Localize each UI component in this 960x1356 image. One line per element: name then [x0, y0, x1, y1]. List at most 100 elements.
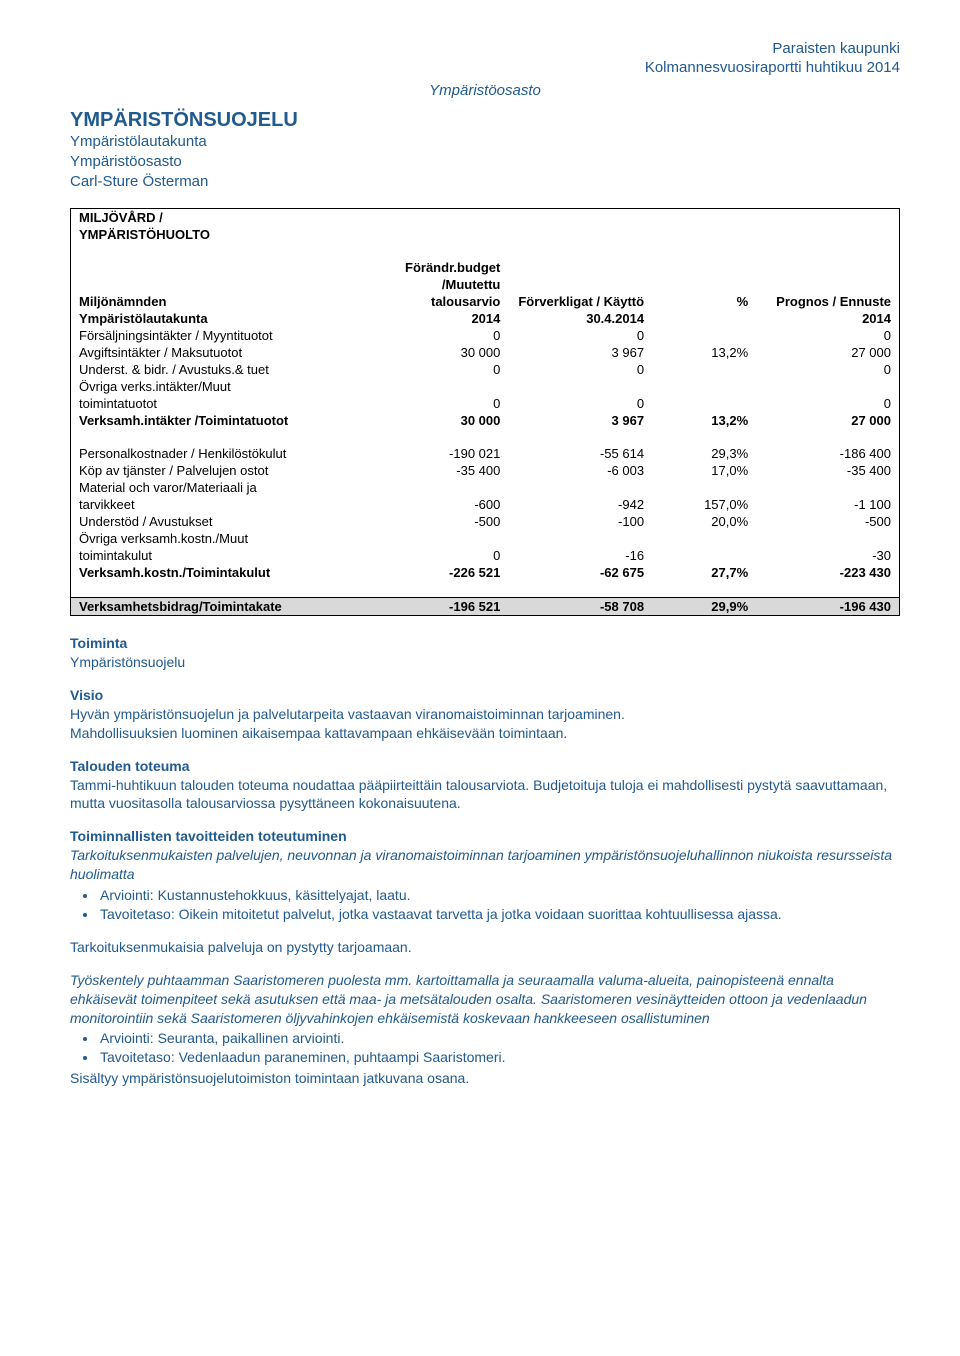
table-cell: -30: [756, 547, 899, 564]
table-cell: [756, 378, 899, 395]
list-item: Tavoitetaso: Vedenlaadun paraneminen, pu…: [98, 1048, 900, 1067]
p-italic2: Työskentely puhtaamman Saaristomeren puo…: [70, 971, 900, 1028]
total-top-c3: 13,2%: [652, 412, 756, 429]
table-cell: toimintatuotot: [71, 395, 364, 412]
table-cell: [652, 530, 756, 547]
p-visio1: Hyvän ympäristönsuojelun ja palvelutarpe…: [70, 705, 900, 724]
table-cell: -1 100: [756, 496, 899, 513]
table-cell: 0: [364, 395, 509, 412]
p-visio2: Mahdollisuuksien luominen aikaisempaa ka…: [70, 724, 900, 743]
table-header-row1: Förändr.budget: [71, 259, 899, 276]
heading-visio: Visio: [70, 686, 900, 705]
heading-toiminnallisten: Toiminnallisten tavoitteiden toteutumine…: [70, 827, 900, 846]
total-top-c1: 30 000: [364, 412, 509, 429]
table-cell: -35 400: [756, 462, 899, 479]
table-cell: [364, 378, 509, 395]
table-cell: -942: [508, 496, 652, 513]
heading-toiminta: Toiminta: [70, 634, 900, 653]
col1-header-b: Ympäristölautakunta: [71, 310, 364, 327]
p-tarjo: Tarkoituksenmukaisia palveluja on pystyt…: [70, 938, 900, 957]
table-cell: Köp av tjänster / Palvelujen ostot: [71, 462, 364, 479]
table-cell: -186 400: [756, 445, 899, 462]
summary-label: Verksamhetsbidrag/Toimintakate: [71, 598, 364, 616]
col5-header-a: Prognos / Ennuste: [756, 293, 899, 310]
table-cell: -600: [364, 496, 509, 513]
table-cell: 0: [508, 361, 652, 378]
table-cell: 0: [756, 361, 899, 378]
table-cell: 0: [508, 327, 652, 344]
table-cell: [652, 327, 756, 344]
table-section-title-row2: YMPÄRISTÖHUOLTO: [71, 226, 899, 243]
table-header-row3: Miljönämnden talousarvio Förverkligat / …: [71, 293, 899, 310]
table-cell: Försäljningsintäkter / Myyntituotot: [71, 327, 364, 344]
table-cell: [508, 479, 652, 496]
table-row: Köp av tjänster / Palvelujen ostot -35 40…: [71, 462, 899, 479]
table-cell: -55 614: [508, 445, 652, 462]
p-toiminta: Ympäristönsuojelu: [70, 653, 900, 672]
table-row: toimintatuotot000: [71, 395, 899, 412]
total-mid-c2: -62 675: [508, 564, 652, 581]
heading-talous: Talouden toteuma: [70, 757, 900, 776]
table-cell: [364, 530, 509, 547]
summary-c2: -58 708: [508, 598, 652, 616]
table-cell: 0: [364, 547, 509, 564]
col2-header-c: talousarvio: [364, 293, 509, 310]
table-cell: Avgiftsintäkter / Maksutuotot: [71, 344, 364, 361]
table-cell: 0: [364, 361, 509, 378]
table-cell: [364, 479, 509, 496]
table-cell: [508, 378, 652, 395]
table-cell: [508, 530, 652, 547]
total-top-row: Verksamh.intäkter /Toimintatuotot 30 000…: [71, 412, 899, 429]
table-cell: Övriga verksamh.kostn./Muut: [71, 530, 364, 547]
table-cell: 20,0%: [652, 513, 756, 530]
summary-c3: 29,9%: [652, 598, 756, 616]
table-cell: 30 000: [364, 344, 509, 361]
summary-c4: -196 430: [756, 598, 899, 616]
table-row: Underst. & bidr. / Avustuks.& tuet000: [71, 361, 899, 378]
body-text: Toiminta Ympäristönsuojelu Visio Hyvän y…: [70, 634, 900, 1088]
table-cell: [756, 530, 899, 547]
col1-header-a: Miljönämnden: [71, 293, 364, 310]
table-cell: -500: [756, 513, 899, 530]
section-title-a: MILJÖVÅRD /: [71, 209, 364, 226]
table-cell: Understöd / Avustukset: [71, 513, 364, 530]
total-top-c2: 3 967: [508, 412, 652, 429]
table-cell: 13,2%: [652, 344, 756, 361]
col2-header-d: 2014: [364, 310, 509, 327]
table-cell: -190 021: [364, 445, 509, 462]
table-cell: 157,0%: [652, 496, 756, 513]
dept-italic: Ympäristöosasto: [70, 82, 900, 99]
table-cell: Underst. & bidr. / Avustuks.& tuet: [71, 361, 364, 378]
summary-row: Verksamhetsbidrag/Toimintakate -196 521 …: [71, 598, 899, 616]
table-cell: 0: [756, 327, 899, 344]
table-cell: [756, 479, 899, 496]
table-cell: 0: [756, 395, 899, 412]
subtitle-2: Ympäristöosasto: [70, 152, 900, 172]
header-line2: Kolmannesvuosiraportti huhtikuu 2014: [70, 59, 900, 78]
table-cell: 0: [364, 327, 509, 344]
col5-header-b: 2014: [756, 310, 899, 327]
header-line1: Paraisten kaupunki: [70, 40, 900, 59]
table-cell: Material och varor/Materiaali ja: [71, 479, 364, 496]
total-mid-c4: -223 430: [756, 564, 899, 581]
table-row: toimintakulut0-16 -30: [71, 547, 899, 564]
total-mid-c3: 27,7%: [652, 564, 756, 581]
subtitle-3: Carl-Sture Österman: [70, 172, 900, 192]
col3-header-a: Förverkligat / Käyttö: [508, 293, 652, 310]
table-cell: 0: [508, 395, 652, 412]
table-cell: toimintakulut: [71, 547, 364, 564]
table-cell: [652, 378, 756, 395]
total-top-c4: 27 000: [756, 412, 899, 429]
list-item: Arviointi: Kustannustehokkuus, käsittely…: [98, 886, 900, 905]
table-row: Övriga verksamh.kostn./Muut: [71, 530, 899, 547]
table-cell: -100: [508, 513, 652, 530]
table-row: Försäljningsintäkter / Myyntituotot000: [71, 327, 899, 344]
table-cell: -16: [508, 547, 652, 564]
table-section-title-row: MILJÖVÅRD /: [71, 209, 899, 226]
table-cell: Personalkostnader / Henkilöstökulut: [71, 445, 364, 462]
table-cell: -6 003: [508, 462, 652, 479]
col4-header: %: [652, 293, 756, 310]
total-mid-row: Verksamh.kostn./Toimintakulut -226 521 -…: [71, 564, 899, 581]
p-italic1: Tarkoituksenmukaisten palvelujen, neuvon…: [70, 846, 900, 884]
table-cell: [652, 395, 756, 412]
